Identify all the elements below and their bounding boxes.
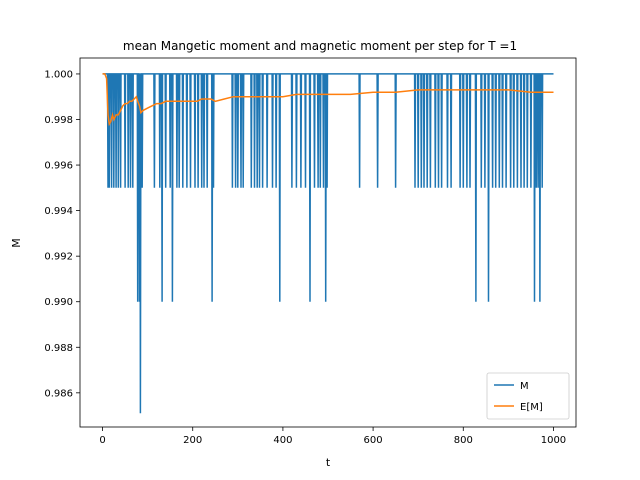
x-tick-label: 400: [273, 435, 292, 446]
x-axis-label: t: [326, 456, 331, 469]
y-tick-label: 1.000: [44, 69, 73, 80]
x-tick-label: 200: [183, 435, 202, 446]
x-axis: 0 200 400 600 800 1000: [99, 427, 566, 446]
legend-label-expected-m: E[M]: [520, 402, 543, 413]
plot-frame: [79, 57, 577, 428]
legend-label-m: M: [520, 381, 529, 392]
x-tick-label: 600: [364, 435, 383, 446]
y-tick-label: 0.996: [44, 161, 73, 172]
y-axis: 0.986 0.988 0.990 0.992 0.994 0.996 0.998 1.000: [44, 69, 80, 399]
y-tick-label: 0.992: [44, 252, 73, 263]
series-expected-m: [102, 73, 554, 127]
legend: M E[M]: [486, 372, 570, 420]
plot-area: [102, 73, 554, 414]
series-m: [102, 73, 554, 414]
y-tick-label: 0.998: [44, 115, 73, 126]
x-tick-label: 800: [454, 435, 473, 446]
y-tick-label: 0.988: [44, 343, 73, 354]
line-m: [102, 73, 554, 414]
y-tick-label: 0.990: [44, 297, 73, 308]
y-axis-label: M: [10, 238, 23, 248]
y-tick-label: 0.986: [44, 388, 73, 399]
x-tick-label: 1000: [541, 435, 566, 446]
line-expected-m: [102, 73, 554, 127]
x-tick-label: 0: [99, 435, 105, 446]
chart-title: mean Mangetic moment and magnetic moment…: [123, 39, 517, 53]
y-tick-label: 0.994: [44, 206, 73, 217]
